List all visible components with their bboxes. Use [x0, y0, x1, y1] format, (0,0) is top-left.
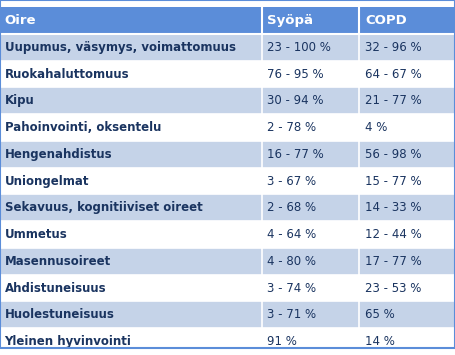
- Bar: [359, 195, 455, 221]
- Text: 4 - 80 %: 4 - 80 %: [267, 255, 316, 268]
- Bar: [359, 87, 455, 114]
- Bar: [0, 168, 262, 195]
- Bar: [0, 221, 262, 248]
- Text: 17 - 77 %: 17 - 77 %: [365, 255, 422, 268]
- Text: Uniongelmat: Uniongelmat: [5, 175, 89, 187]
- Text: 2 - 68 %: 2 - 68 %: [267, 201, 316, 214]
- Bar: [0, 34, 262, 61]
- Bar: [359, 301, 455, 328]
- Text: 56 - 98 %: 56 - 98 %: [365, 148, 421, 161]
- Text: 76 - 95 %: 76 - 95 %: [267, 67, 324, 81]
- Text: 30 - 94 %: 30 - 94 %: [267, 94, 324, 107]
- Text: Ummetus: Ummetus: [5, 228, 67, 241]
- Text: Huolestuneisuus: Huolestuneisuus: [5, 308, 114, 321]
- Text: 65 %: 65 %: [365, 308, 394, 321]
- Text: 91 %: 91 %: [267, 335, 297, 348]
- Bar: [359, 248, 455, 275]
- Bar: [359, 61, 455, 87]
- Bar: [0, 301, 262, 328]
- Text: 3 - 67 %: 3 - 67 %: [267, 175, 316, 187]
- Bar: [0, 195, 262, 221]
- Text: Kipu: Kipu: [5, 94, 34, 107]
- Bar: [262, 141, 359, 168]
- Bar: [262, 87, 359, 114]
- Bar: [262, 275, 359, 301]
- Text: Hengenahdistus: Hengenahdistus: [5, 148, 112, 161]
- Text: 3 - 74 %: 3 - 74 %: [267, 282, 316, 295]
- Text: Pahoinvointi, oksentelu: Pahoinvointi, oksentelu: [5, 121, 161, 134]
- Text: 64 - 67 %: 64 - 67 %: [365, 67, 422, 81]
- Bar: [359, 328, 455, 355]
- Bar: [262, 248, 359, 275]
- Bar: [359, 34, 455, 61]
- Bar: [0, 7, 262, 34]
- Text: 16 - 77 %: 16 - 77 %: [267, 148, 324, 161]
- Text: Ahdistuneisuus: Ahdistuneisuus: [5, 282, 106, 295]
- Text: 23 - 100 %: 23 - 100 %: [267, 41, 331, 54]
- Bar: [262, 114, 359, 141]
- Text: Ruokahaluttomuus: Ruokahaluttomuus: [5, 67, 129, 81]
- Text: 23 - 53 %: 23 - 53 %: [365, 282, 421, 295]
- Bar: [359, 221, 455, 248]
- Bar: [0, 141, 262, 168]
- Text: 3 - 71 %: 3 - 71 %: [267, 308, 316, 321]
- Text: 4 %: 4 %: [365, 121, 387, 134]
- Bar: [262, 7, 359, 34]
- Bar: [359, 141, 455, 168]
- Text: 12 - 44 %: 12 - 44 %: [365, 228, 422, 241]
- Bar: [262, 221, 359, 248]
- Bar: [359, 168, 455, 195]
- Bar: [359, 7, 455, 34]
- Text: Syöpä: Syöpä: [267, 14, 313, 27]
- Bar: [0, 328, 262, 355]
- Text: Oire: Oire: [5, 14, 36, 27]
- Text: 15 - 77 %: 15 - 77 %: [365, 175, 421, 187]
- Bar: [359, 114, 455, 141]
- Text: Yleinen hyvinvointi: Yleinen hyvinvointi: [5, 335, 131, 348]
- Text: 14 %: 14 %: [365, 335, 395, 348]
- Bar: [262, 301, 359, 328]
- Bar: [0, 275, 262, 301]
- Bar: [262, 61, 359, 87]
- Text: 4 - 64 %: 4 - 64 %: [267, 228, 316, 241]
- Bar: [0, 114, 262, 141]
- Text: 32 - 96 %: 32 - 96 %: [365, 41, 421, 54]
- Bar: [0, 248, 262, 275]
- Bar: [262, 168, 359, 195]
- Text: Uupumus, väsymys, voimattomuus: Uupumus, väsymys, voimattomuus: [5, 41, 236, 54]
- Text: 14 - 33 %: 14 - 33 %: [365, 201, 421, 214]
- Bar: [0, 61, 262, 87]
- Text: 2 - 78 %: 2 - 78 %: [267, 121, 316, 134]
- Text: Masennusoireet: Masennusoireet: [5, 255, 111, 268]
- Bar: [262, 195, 359, 221]
- Bar: [359, 275, 455, 301]
- Bar: [262, 328, 359, 355]
- Text: COPD: COPD: [365, 14, 407, 27]
- Text: Sekavuus, kognitiiviset oireet: Sekavuus, kognitiiviset oireet: [5, 201, 202, 214]
- Text: 21 - 77 %: 21 - 77 %: [365, 94, 422, 107]
- Bar: [262, 34, 359, 61]
- Bar: [0, 87, 262, 114]
